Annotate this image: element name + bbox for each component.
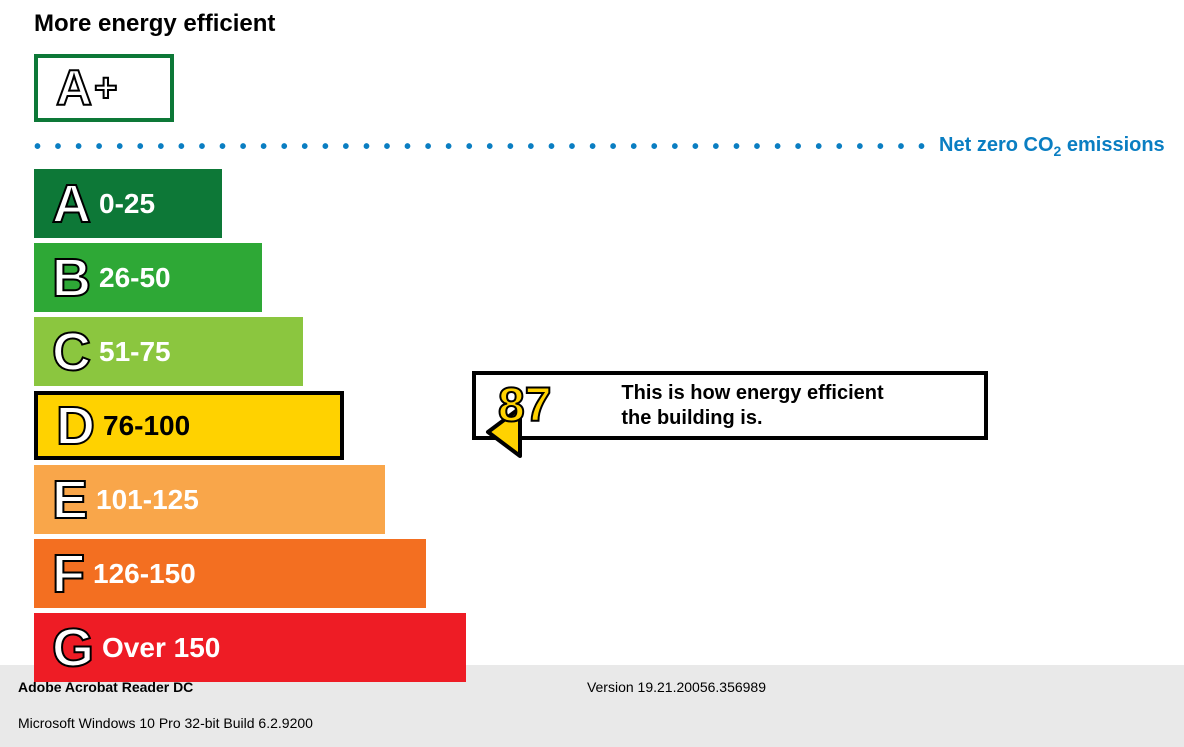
footer-os: Microsoft Windows 10 Pro 32-bit Build 6.… [18, 715, 1166, 731]
rating-bar-row: G Over 150 [34, 613, 1184, 682]
rating-bar-letter: F [52, 547, 85, 601]
rating-bar-row: B 26-50 [34, 243, 1184, 312]
rating-bar-range: 126-150 [93, 560, 196, 588]
rating-bar-g: G Over 150 [34, 613, 466, 682]
rating-bar-a: A 0-25 [34, 169, 222, 238]
rating-callout: 87 This is how energy efficient the buil… [472, 371, 988, 440]
rating-aplus-plus: + [94, 68, 117, 108]
rating-bar-row: E 101-125 [34, 465, 1184, 534]
rating-bar-b: B 26-50 [34, 243, 262, 312]
rating-bar-letter: A [52, 177, 91, 231]
rating-bar-e: E 101-125 [34, 465, 385, 534]
rating-bar-letter: E [52, 473, 88, 527]
rating-aplus-box: A + [34, 54, 174, 122]
rating-bar-letter: C [52, 325, 91, 379]
rating-bar-range: 51-75 [99, 338, 171, 366]
rating-bar-range: Over 150 [102, 634, 220, 662]
energy-rating-chart: More energy efficient A + • • • • • • • … [0, 0, 1184, 665]
dotted-line: • • • • • • • • • • • • • • • • • • • • … [34, 137, 929, 157]
rating-description: This is how energy efficient the buildin… [621, 381, 883, 431]
rating-aplus-letter: A [56, 63, 92, 113]
rating-bar-range: 0-25 [99, 190, 155, 218]
rating-bar-f: F 126-150 [34, 539, 426, 608]
rating-value: 87 [498, 382, 551, 430]
rating-bar-row: A 0-25 [34, 169, 1184, 238]
chart-title: More energy efficient [34, 10, 1184, 38]
rating-bar-c: C 51-75 [34, 317, 303, 386]
rating-bar-letter: B [52, 251, 91, 305]
rating-bar-row: F 126-150 [34, 539, 1184, 608]
rating-description-line1: This is how energy efficient [621, 382, 883, 404]
rating-bar-range: 26-50 [99, 264, 171, 292]
rating-description-line2: the building is. [621, 407, 762, 429]
net-zero-label: Net zero CO2 emissions [939, 134, 1165, 159]
rating-bar-range: 101-125 [96, 486, 199, 514]
rating-bar-range: 76-100 [103, 412, 190, 440]
rating-bar-d: D 76-100 [34, 391, 344, 460]
rating-bar-letter: G [52, 621, 94, 675]
rating-bar-letter: D [56, 399, 95, 453]
net-zero-divider: • • • • • • • • • • • • • • • • • • • • … [34, 134, 1184, 159]
